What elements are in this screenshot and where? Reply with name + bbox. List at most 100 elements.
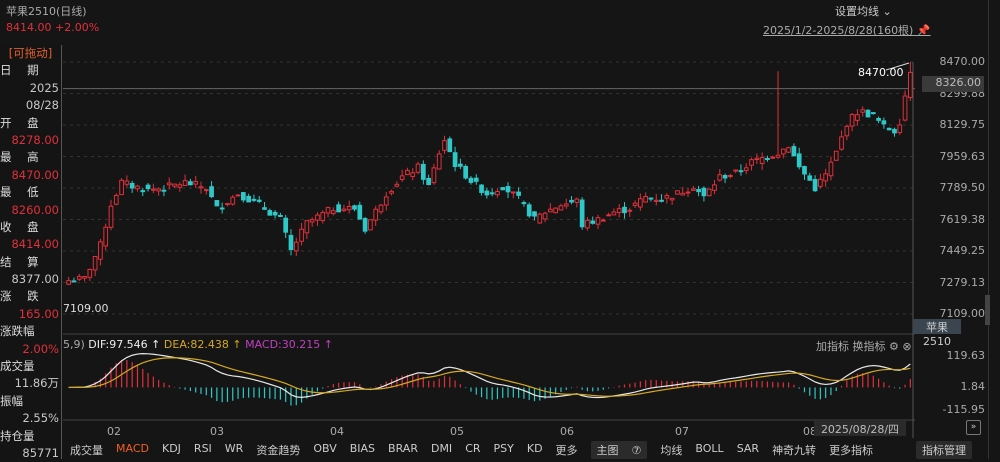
switch-indicator-button[interactable]: 换指标 <box>852 340 886 353</box>
indicator-tab[interactable]: RSI <box>193 441 212 455</box>
month-label: 05 <box>450 425 464 438</box>
indicator-manage-button[interactable]: 指标管理 <box>916 440 972 459</box>
info-label: 开 盘 <box>0 115 45 130</box>
info-value: 8470.00 <box>11 167 59 182</box>
candle <box>516 191 521 196</box>
kline-chart[interactable] <box>63 40 915 440</box>
candle <box>690 188 696 191</box>
candle <box>230 196 236 205</box>
candle <box>87 268 93 278</box>
candle <box>754 157 760 161</box>
pin-icon[interactable]: 📌 <box>916 24 931 37</box>
ma-settings-button[interactable]: 设置均线 ⌄ <box>835 3 892 19</box>
drag-handle[interactable]: [可拖动] <box>8 46 53 60</box>
symbol-tag: 苹果2510 <box>913 319 961 348</box>
candle <box>235 194 241 197</box>
expand-icon[interactable]: » <box>966 420 981 435</box>
candle <box>436 153 442 170</box>
candle <box>468 177 474 183</box>
indicator-tab[interactable]: KD <box>526 441 543 455</box>
candle <box>738 170 744 173</box>
candle <box>267 210 273 216</box>
close-icon[interactable]: ⊗ <box>902 340 912 353</box>
candle <box>145 184 151 190</box>
indicator-tab[interactable]: BIAS <box>349 441 376 455</box>
indicator-tab[interactable]: KDJ <box>161 441 181 455</box>
indicator-tab[interactable]: PSY <box>493 441 514 455</box>
candle <box>717 174 723 181</box>
range-label[interactable]: 2025/1/2-2025/8/28(160根) 📌 <box>763 22 931 38</box>
info-label: 收 盘 <box>0 219 45 234</box>
candle <box>881 120 887 125</box>
candle <box>897 124 903 134</box>
candle <box>135 185 140 190</box>
candle <box>283 217 289 233</box>
candle <box>71 280 77 283</box>
indicator-tab[interactable]: MACD <box>116 441 149 455</box>
indicator-tab[interactable]: 均线 <box>660 443 683 457</box>
candle <box>812 178 818 192</box>
candle <box>336 204 341 213</box>
gear-icon[interactable]: ⚙ <box>889 340 899 353</box>
main-label: 主图 <box>596 443 619 457</box>
candle <box>188 181 193 186</box>
candle <box>272 211 278 216</box>
info-value: 08/28 <box>25 98 59 113</box>
candle <box>733 169 739 172</box>
candle <box>892 128 897 134</box>
indicator-tab[interactable]: 神奇九转 <box>772 443 817 457</box>
candle <box>256 199 262 202</box>
chart-title: 苹果2510(日线) <box>6 5 87 18</box>
candle <box>330 210 336 214</box>
add-indicator-button[interactable]: 加指标 <box>816 340 849 353</box>
header-price: 8414.00 +2.00% <box>6 21 99 34</box>
indicator-tab[interactable]: 资金趋势 <box>256 443 301 457</box>
candle <box>383 196 389 206</box>
candle <box>325 207 331 214</box>
month-label: 03 <box>210 425 224 438</box>
indicator-tab[interactable]: SAR <box>736 441 760 455</box>
candle <box>823 173 829 182</box>
candle <box>595 217 601 225</box>
candle <box>399 175 405 180</box>
candle <box>855 114 860 121</box>
candle <box>706 188 712 197</box>
indicator-tab[interactable]: 更多 <box>555 443 578 457</box>
candle <box>526 204 532 217</box>
indicator-tab[interactable]: DMI <box>430 441 453 455</box>
candle <box>346 205 352 211</box>
candle <box>659 199 664 202</box>
candle <box>606 214 611 217</box>
candle <box>675 190 680 195</box>
candle <box>590 220 596 224</box>
info-panel[interactable]: [可拖动] 日 期 2025 08/28 开 盘 8278.00 最 高 8470.00 最 … <box>0 45 62 460</box>
panel-collapse-handle[interactable] <box>985 295 990 325</box>
indicator-tab[interactable]: BOLL <box>695 441 724 455</box>
indicator-tab[interactable]: BRAR <box>388 441 418 455</box>
candle <box>240 192 246 201</box>
indicator-tab[interactable]: WR <box>224 441 244 455</box>
candle <box>262 207 267 210</box>
candle <box>315 214 320 221</box>
macd-actions: 加指标 换指标 ⚙ ⊗ <box>816 338 912 354</box>
candle <box>548 208 553 213</box>
candle <box>172 183 177 187</box>
candle <box>484 190 490 196</box>
candle <box>749 159 754 166</box>
indicator-tab[interactable]: 成交量 <box>70 443 103 457</box>
candle <box>373 208 379 221</box>
candle <box>532 211 537 217</box>
info-value: 8414.00 <box>11 237 59 252</box>
info-value: 2.00% <box>22 341 59 356</box>
candle <box>712 184 717 191</box>
main-chart-toggle[interactable]: 主图 ⑦ <box>590 440 648 459</box>
candle <box>166 182 172 186</box>
indicator-tab[interactable]: CR <box>465 441 481 455</box>
candle <box>542 212 548 220</box>
indicator-tab[interactable]: 更多指标 <box>829 443 874 457</box>
candle <box>278 214 283 217</box>
indicator-tab[interactable]: OBV <box>313 441 337 455</box>
candle <box>574 198 580 203</box>
candle <box>807 175 813 181</box>
indicator-toolbar: 成交量 MACD KDJ RSI WR 资金趋势 OBV BIAS BRAR DMI CR PSY KD… <box>70 440 1000 459</box>
